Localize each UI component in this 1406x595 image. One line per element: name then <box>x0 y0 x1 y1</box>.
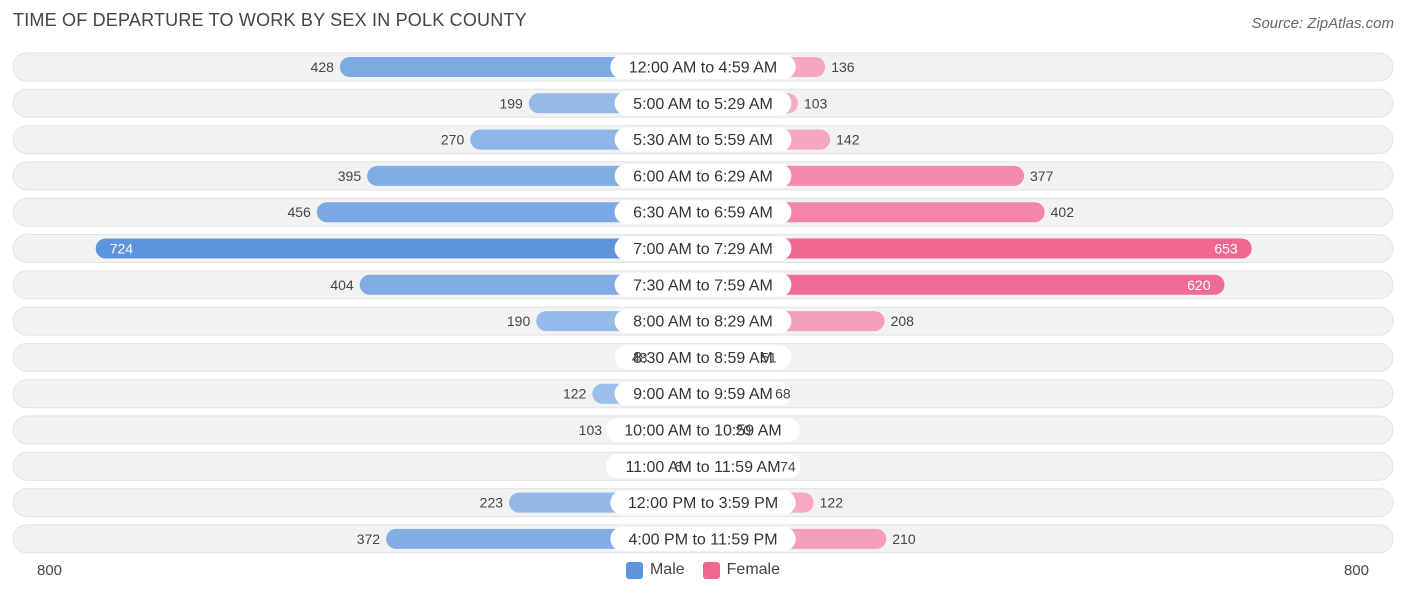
value-label-female: 208 <box>891 313 915 329</box>
category-label-background <box>614 91 792 116</box>
category-label-background <box>614 127 792 152</box>
category-label-background <box>614 200 792 225</box>
value-label-male: 122 <box>563 386 587 402</box>
value-label-male: 199 <box>499 95 523 111</box>
legend-item-female[interactable]: Female <box>702 561 781 579</box>
category-label-background <box>614 163 792 188</box>
category-label-background <box>614 236 792 261</box>
value-label-female: 20 <box>736 422 752 438</box>
value-label-male: 428 <box>311 59 335 75</box>
legend: Male Female <box>0 561 1406 579</box>
category-label: 6:30 AM to 6:59 AM <box>633 205 773 222</box>
category-label-background <box>614 345 792 370</box>
category-label-background <box>610 490 796 515</box>
value-label-female: 210 <box>892 531 916 547</box>
value-label-female: 51 <box>761 349 777 365</box>
category-label: 8:30 AM to 8:59 AM <box>633 350 773 367</box>
legend-label-male: Male <box>649 561 685 578</box>
category-label: 11:00 AM to 11:59 AM <box>625 459 780 476</box>
value-label-male: 270 <box>441 132 465 148</box>
bar-female <box>693 238 1252 259</box>
value-label-female: 653 <box>1214 241 1238 257</box>
category-label: 7:00 AM to 7:29 AM <box>633 241 773 258</box>
value-label-male: 724 <box>110 241 134 257</box>
legend-swatch-female <box>702 561 720 579</box>
value-label-male: 404 <box>330 277 354 293</box>
axis-right-label: 800 <box>1343 562 1369 579</box>
value-label-male: 395 <box>338 168 362 184</box>
value-label-male: 48 <box>632 349 648 365</box>
category-label: 7:30 AM to 7:59 AM <box>633 277 773 294</box>
value-label-female: 74 <box>780 458 796 474</box>
legend-swatch-male <box>625 561 643 579</box>
category-label: 10:00 AM to 10:59 AM <box>624 423 781 440</box>
chart-title: TIME OF DEPARTURE TO WORK BY SEX IN POLK… <box>13 10 527 30</box>
category-label-background <box>606 418 800 442</box>
value-label-male: 103 <box>579 422 603 438</box>
value-label-female: 122 <box>820 495 844 511</box>
value-label-male: 223 <box>480 495 504 511</box>
legend-item-male[interactable]: Male <box>625 561 685 579</box>
value-label-male: 372 <box>357 531 381 547</box>
value-label-male: 190 <box>507 313 531 329</box>
source-label: Source: ZipAtlas.com <box>1251 15 1394 32</box>
value-label-female: 68 <box>775 386 791 402</box>
category-label: 12:00 PM to 3:59 PM <box>628 495 778 512</box>
category-label-background <box>610 526 796 551</box>
axis-left-label: 800 <box>37 562 63 579</box>
value-label-female: 377 <box>1030 168 1054 184</box>
category-label-background <box>614 309 792 334</box>
category-label-background <box>606 454 800 479</box>
category-label: 9:00 AM to 9:59 AM <box>633 386 773 403</box>
bar-male <box>316 202 713 223</box>
chart-svg: 12:00 AM to 4:59 AM 428 136 5:00 AM to 5:29… <box>12 52 1394 554</box>
value-label-female: 136 <box>831 59 855 75</box>
category-label-background <box>614 272 792 297</box>
value-label-male: 6 <box>674 458 682 474</box>
category-label: 5:30 AM to 5:59 AM <box>633 132 773 149</box>
category-label: 5:00 AM to 5:29 AM <box>633 96 773 113</box>
bar-male <box>95 238 713 259</box>
category-label: 12:00 AM to 4:59 AM <box>629 60 778 77</box>
value-label-male: 456 <box>287 204 311 220</box>
category-label-background <box>614 381 792 406</box>
legend-label-female: Female <box>726 561 781 578</box>
value-label-female: 142 <box>836 132 860 148</box>
value-label-female: 402 <box>1051 204 1075 220</box>
category-label: 4:00 PM to 11:59 PM <box>628 531 777 548</box>
category-label: 6:00 AM to 6:29 AM <box>633 168 773 185</box>
bar-female <box>693 274 1225 295</box>
category-label-background <box>610 55 796 79</box>
value-label-female: 620 <box>1187 277 1211 293</box>
value-label-female: 103 <box>804 95 828 111</box>
category-label: 8:00 AM to 8:29 AM <box>633 314 773 331</box>
